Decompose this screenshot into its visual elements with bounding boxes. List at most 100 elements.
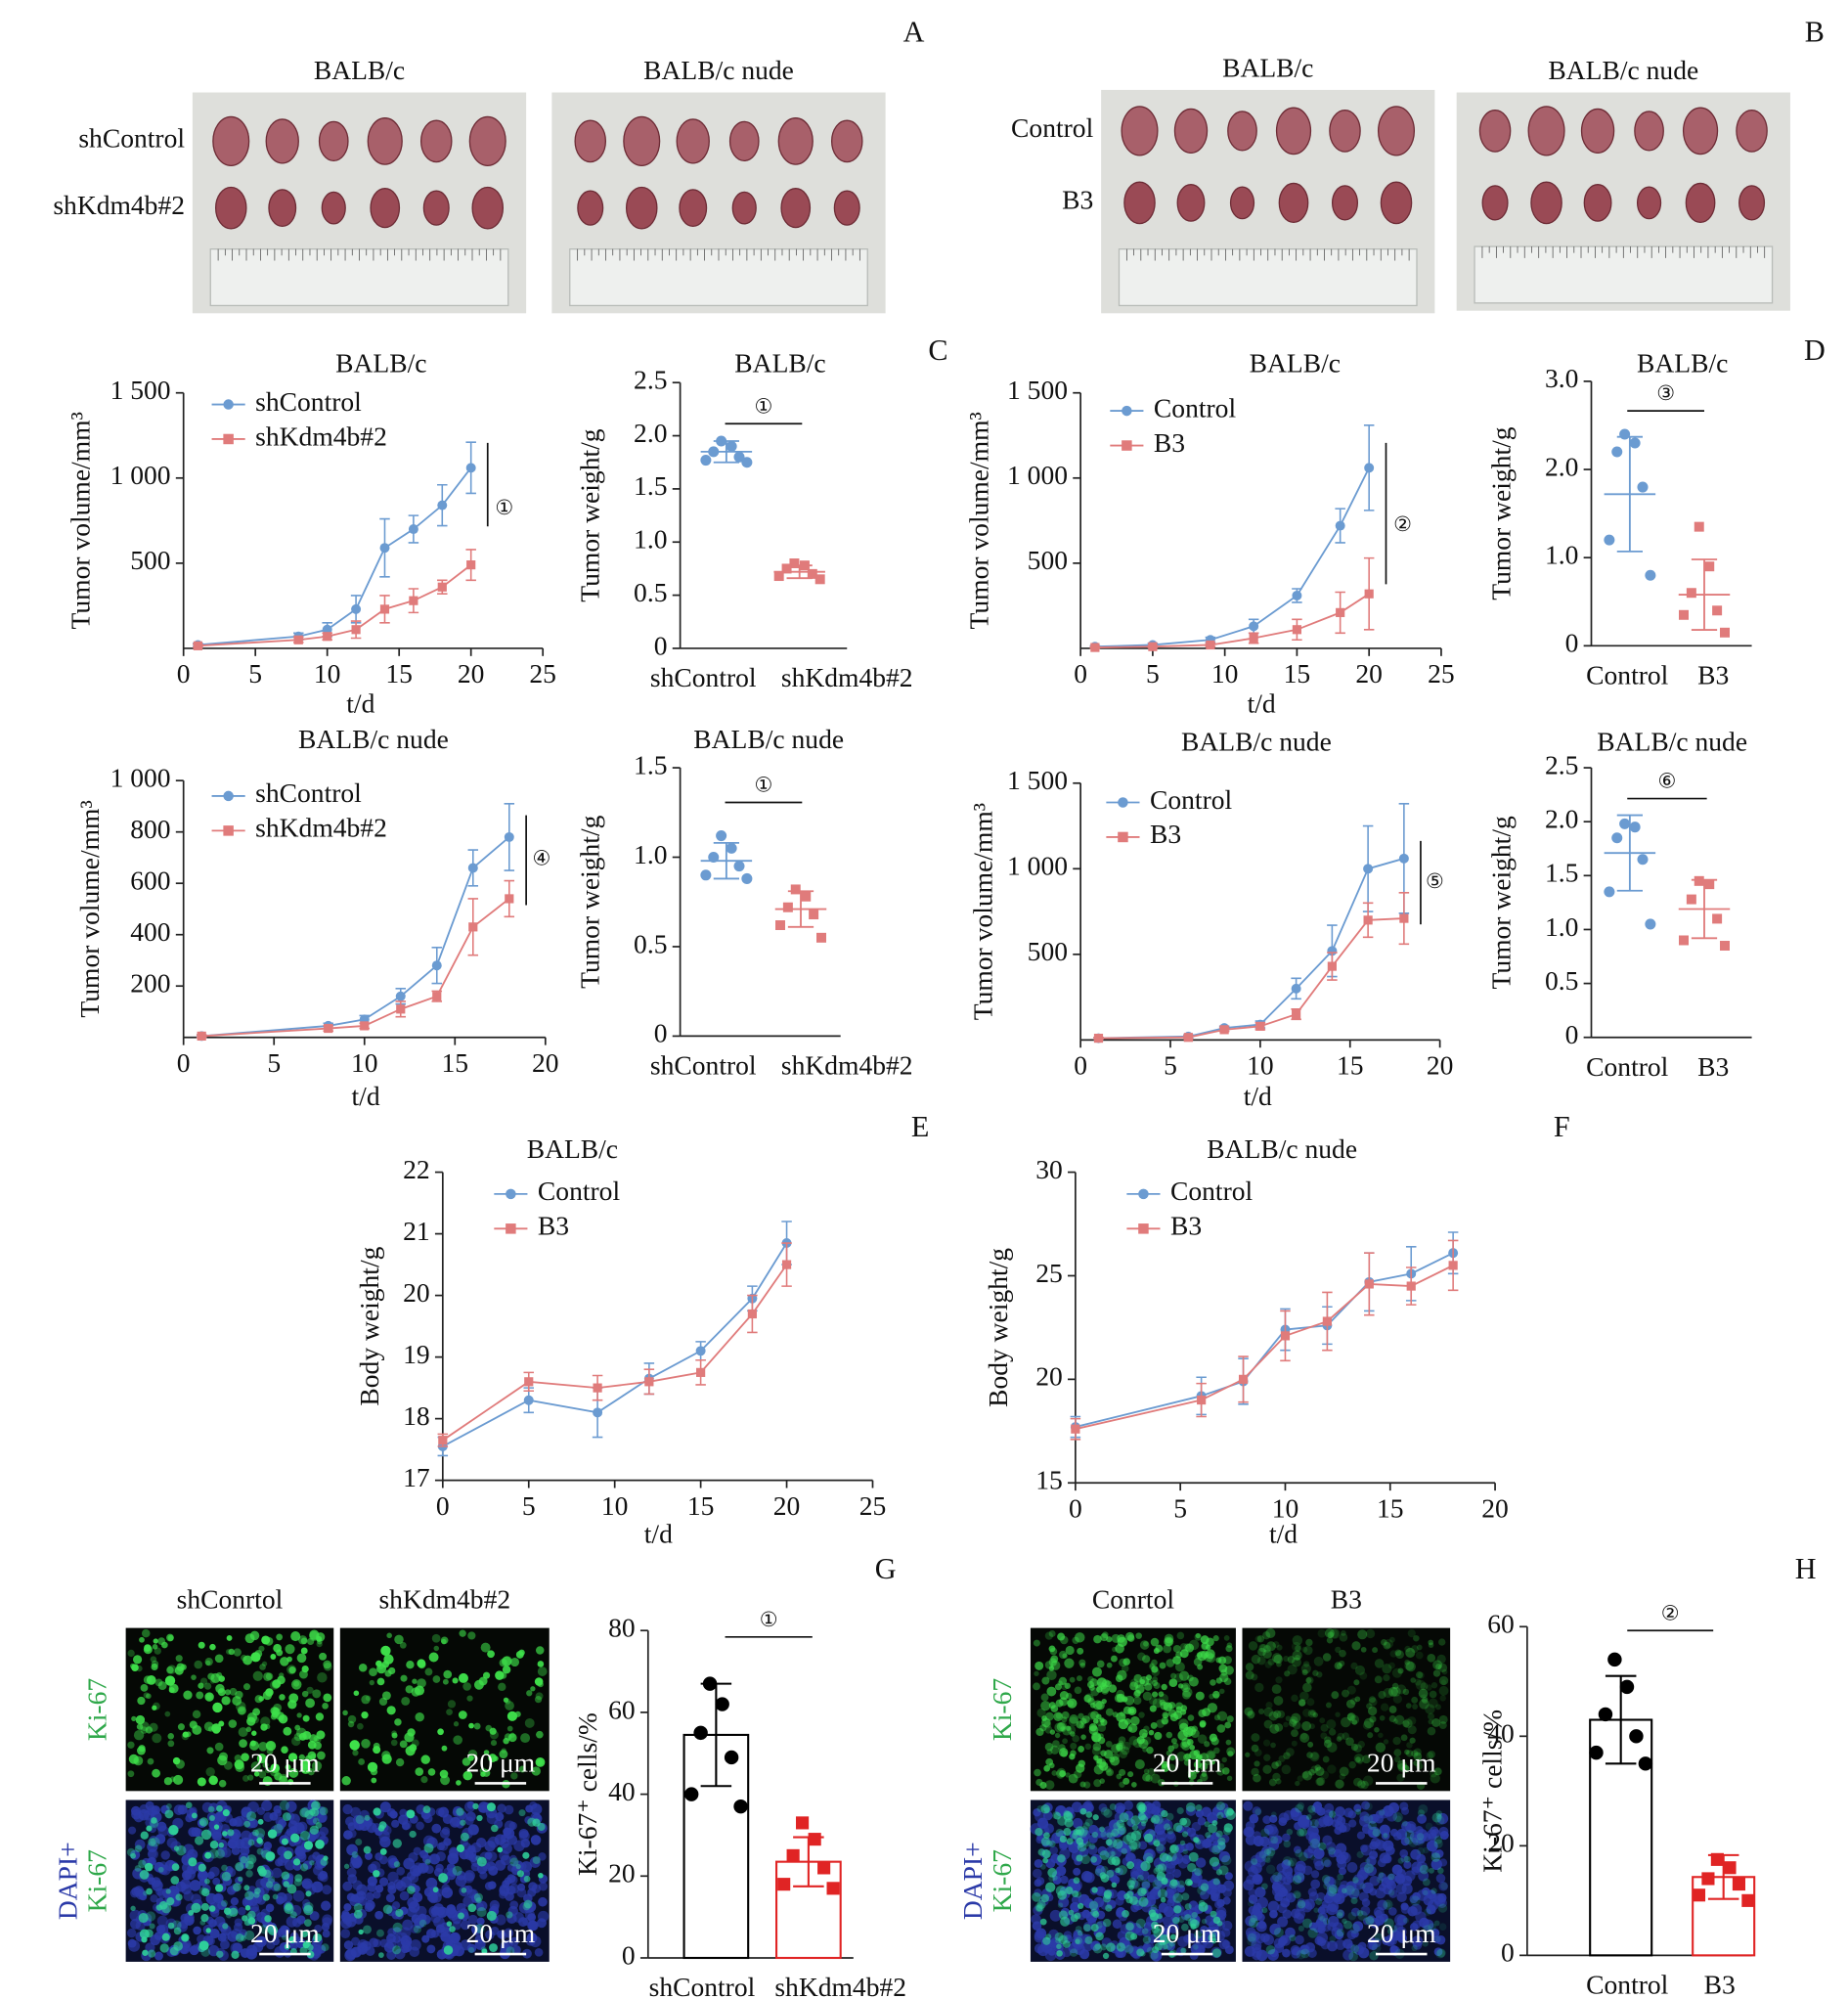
ki67-cell — [1363, 1717, 1375, 1729]
ki67-cell — [143, 1675, 153, 1684]
ki67-cell — [1094, 1755, 1103, 1763]
ki67-cell — [1045, 1840, 1053, 1846]
ki67-cell — [1346, 1685, 1356, 1695]
ki67-cell — [1415, 1762, 1424, 1770]
ki67-cell — [1078, 1746, 1084, 1753]
ki67-cell — [1289, 1715, 1298, 1725]
x-tick-label: shKdm4b#2 — [781, 662, 913, 692]
ki67-cell — [347, 1714, 357, 1724]
ki67-cell — [127, 1649, 135, 1658]
ki67-cell — [482, 1769, 491, 1777]
ki67-cell — [1075, 1632, 1085, 1643]
x-tick-label: 0 — [1069, 1492, 1082, 1523]
x-tick-label: 5 — [1146, 658, 1160, 689]
ki67-cell — [1301, 1668, 1308, 1676]
ki67-cell — [1136, 1736, 1145, 1745]
ki67-cell — [209, 1678, 216, 1684]
ki67-cell — [1309, 1838, 1320, 1849]
ki67-cell — [1402, 1764, 1409, 1771]
ki67-cell — [1433, 1839, 1443, 1848]
ki67-cell — [1267, 1658, 1275, 1666]
ki67-cell — [282, 1934, 287, 1940]
ki67-cell — [1422, 1878, 1430, 1887]
ki67-cell — [1043, 1720, 1052, 1729]
ki67-cell — [491, 1824, 499, 1833]
ki67-cell — [1059, 1650, 1068, 1660]
ki67-cell — [207, 1672, 215, 1680]
legend-label: shControl — [255, 777, 362, 808]
data-point — [193, 641, 202, 650]
ki67-cell — [1117, 1825, 1127, 1836]
ki67-cell — [1145, 1774, 1153, 1783]
nucleus — [1378, 1884, 1386, 1891]
nucleus — [1336, 1909, 1345, 1919]
y-axis-label: Tumor volume/mm³ — [967, 803, 997, 1020]
ki67-cell — [1110, 1755, 1121, 1766]
ki67-cell — [473, 1892, 483, 1902]
ki67-cell — [1092, 1943, 1103, 1954]
ki67-cell — [1378, 1690, 1386, 1700]
ki67-cell — [355, 1838, 363, 1845]
ki67-cell — [211, 1723, 222, 1734]
ki67-cell — [1223, 1823, 1233, 1833]
nucleus — [128, 1826, 137, 1835]
ki67-cell — [1144, 1682, 1153, 1691]
ki67-cell — [1091, 1746, 1101, 1756]
ki67-cell — [1065, 1772, 1071, 1778]
x-tick-label: Control — [1586, 1970, 1669, 1999]
photo-column-label: BALB/c nude — [643, 55, 794, 85]
ki67-cell — [1137, 1874, 1144, 1882]
x-tick-label: 5 — [248, 658, 262, 689]
ki67-cell — [461, 1887, 467, 1893]
ki67-cell — [1282, 1855, 1293, 1866]
ki67-cell — [1351, 1888, 1360, 1897]
data-point — [1637, 854, 1649, 866]
data-point — [1629, 822, 1641, 833]
ki67-cell — [300, 1647, 308, 1655]
nucleus — [374, 1852, 383, 1861]
ki67-cell — [1091, 1733, 1102, 1743]
ki67-cell — [1108, 1850, 1116, 1858]
ki67-cell — [1052, 1811, 1061, 1820]
ki67-cell — [1425, 1704, 1435, 1714]
ki67-cell — [1368, 1697, 1378, 1707]
ki67-cell — [1396, 1684, 1407, 1695]
panel-letter: E — [911, 1110, 929, 1143]
ki67-cell — [522, 1851, 530, 1859]
ki67-cell — [1256, 1635, 1265, 1643]
panel-letter: H — [1795, 1552, 1817, 1585]
ki67-cell — [1150, 1814, 1161, 1824]
ki67-cell — [474, 1924, 485, 1933]
ki67-cell — [1348, 1760, 1356, 1769]
y-tick-label: 1 000 — [110, 762, 171, 792]
ki67-cell — [1432, 1669, 1441, 1677]
ki67-cell — [1422, 1925, 1432, 1935]
nucleus — [286, 1916, 298, 1928]
ki67-cell — [460, 1832, 469, 1842]
nucleus — [1421, 1887, 1430, 1896]
ki67-cell — [305, 1890, 312, 1897]
nucleus — [401, 1820, 412, 1830]
tumor — [1530, 181, 1562, 225]
data-point — [1712, 913, 1723, 924]
nucleus — [1224, 1872, 1233, 1881]
ki67-cell — [1169, 1754, 1176, 1761]
data-point — [809, 910, 819, 920]
ki67-cell — [1295, 1849, 1303, 1858]
ki67-cell — [401, 1696, 411, 1706]
x-tick-label: 20 — [773, 1490, 801, 1521]
ki67-cell — [1143, 1768, 1150, 1775]
ki67-cell — [1199, 1762, 1209, 1771]
ki67-cell — [1314, 1766, 1325, 1777]
data-point — [715, 1697, 729, 1711]
ki67-cell — [1310, 1752, 1319, 1760]
ki67-cell — [1314, 1764, 1321, 1771]
data-point — [1732, 1877, 1745, 1891]
nucleus — [374, 1884, 384, 1893]
ki67-cell — [1387, 1873, 1395, 1881]
legend-label: Control — [1150, 784, 1233, 815]
ki67-cell — [361, 1695, 371, 1705]
tumor — [1331, 185, 1359, 221]
ki67-cell — [1122, 1741, 1131, 1751]
data-point — [708, 851, 720, 864]
